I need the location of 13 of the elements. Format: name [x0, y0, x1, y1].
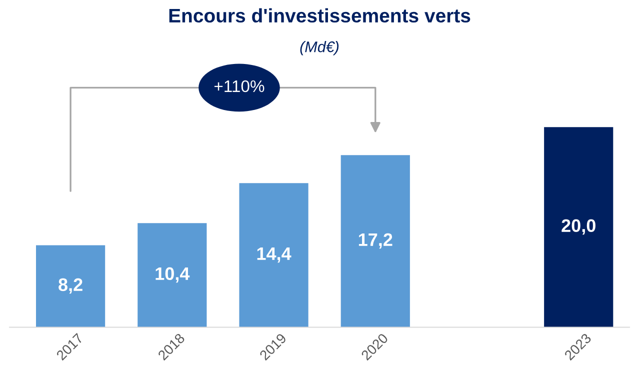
chart-subtitle: (Md€) — [300, 41, 339, 56]
bar — [36, 245, 106, 328]
data-label: 17,2 — [358, 233, 392, 249]
bar — [340, 155, 410, 328]
data-label: 8,2 — [58, 278, 82, 294]
bar — [544, 127, 614, 328]
data-label: 14,4 — [257, 247, 292, 263]
bar — [138, 223, 207, 328]
data-label: 20,0 — [562, 219, 596, 235]
data-label: 10,4 — [156, 267, 190, 283]
text: +110% — [214, 80, 264, 92]
chart-title: Encours d'investissements verts — [169, 8, 470, 23]
bar — [239, 183, 308, 328]
